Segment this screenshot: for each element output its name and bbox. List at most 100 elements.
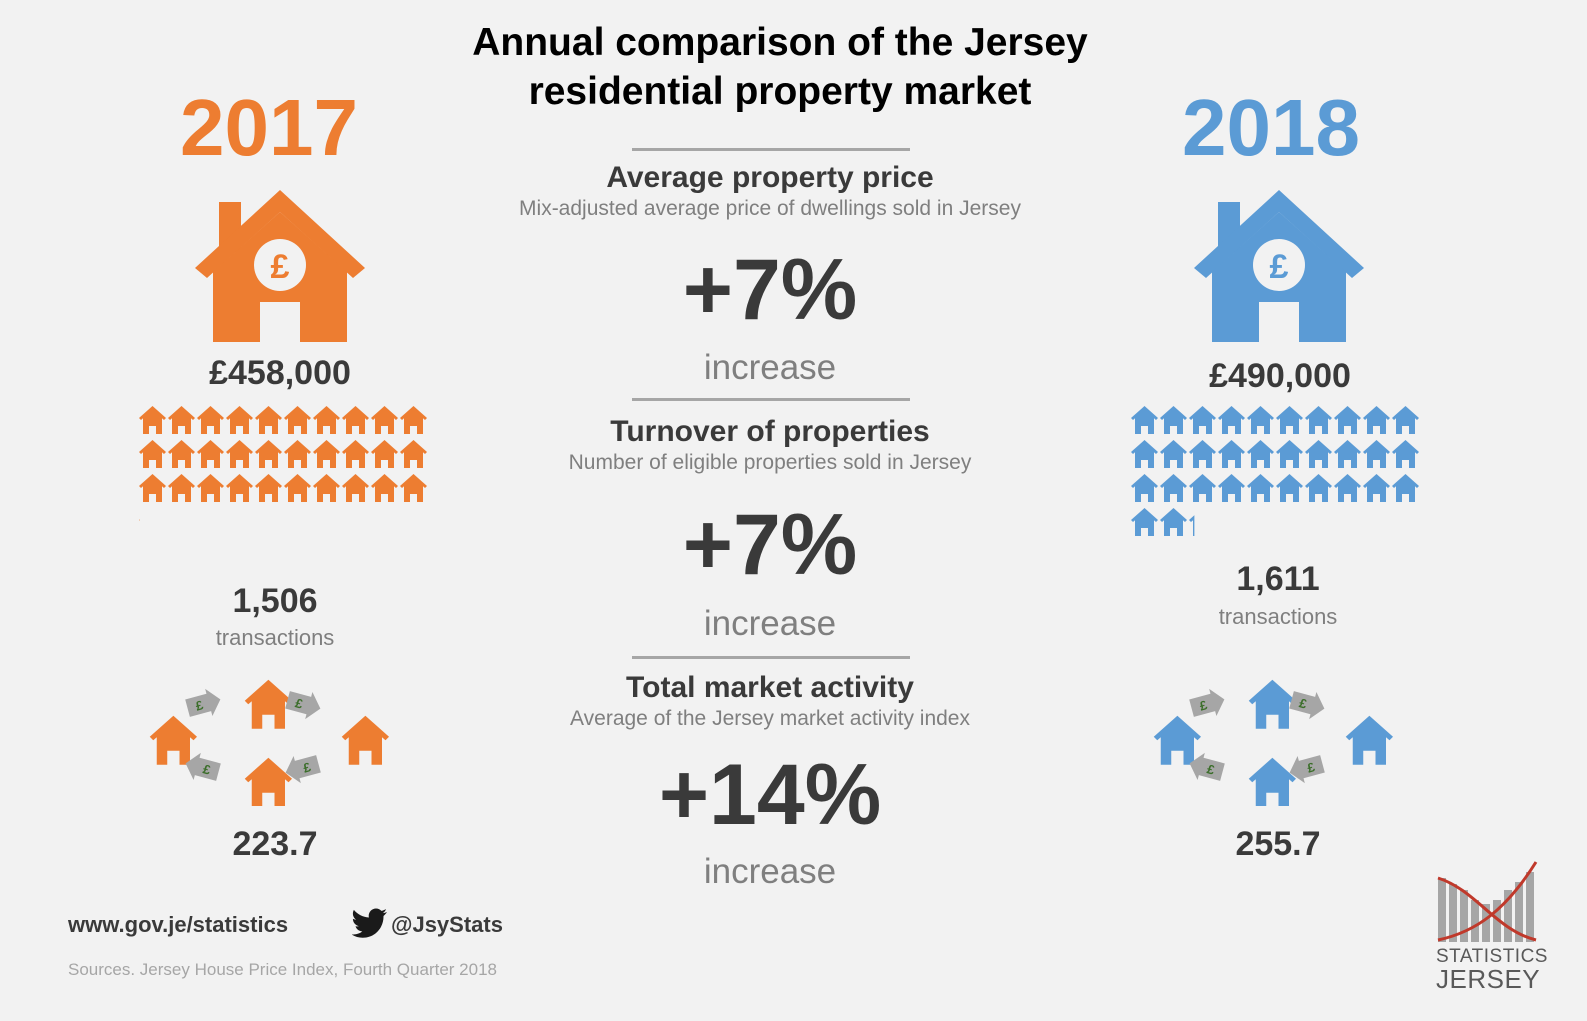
- money-arrow-icon: £: [185, 752, 221, 781]
- svg-text:£: £: [1306, 759, 1318, 776]
- small-house-icon: [1248, 679, 1296, 729]
- small-house-icon: [371, 440, 398, 468]
- small-house-icon: [284, 474, 311, 502]
- small-house-icon: [313, 406, 340, 434]
- small-house-icon: [1218, 406, 1245, 434]
- small-house-icon: [1392, 440, 1419, 468]
- section-subtitle: Mix-adjusted average price of dwellings …: [519, 197, 1021, 220]
- transactions-count-2017: 1,506: [232, 582, 318, 620]
- house-pound-icon: £: [195, 190, 365, 342]
- section-title: Total market activity: [626, 671, 914, 704]
- small-house-icon: [400, 440, 427, 468]
- small-house-icon: [168, 406, 195, 434]
- small-house-icon: [139, 406, 166, 434]
- small-house-icon: [244, 679, 292, 729]
- money-arrow-icon: £: [1189, 752, 1225, 781]
- svg-text:£: £: [194, 697, 206, 714]
- small-house-icon: [1160, 406, 1187, 434]
- section-subtitle: Average of the Jersey market activity in…: [570, 707, 970, 730]
- small-house-icon: [1345, 715, 1393, 765]
- money-arrow-icon: £: [1289, 691, 1325, 720]
- small-house-icon: [1131, 406, 1158, 434]
- small-house-icon: [400, 406, 427, 434]
- activity-value-2017: 223.7: [232, 825, 318, 863]
- svg-text:£: £: [302, 759, 314, 776]
- small-house-icon: [168, 440, 195, 468]
- title-line-2: residential property market: [528, 70, 1032, 113]
- turnover-change-percent: +7%: [682, 497, 858, 593]
- logo-text-statistics: STATISTICS: [1436, 946, 1548, 967]
- sources-note: Sources. Jersey House Price Index, Fourt…: [68, 960, 497, 979]
- section-divider: [632, 398, 910, 401]
- activity-change-percent: +14%: [658, 747, 882, 843]
- small-house-icon: [1160, 474, 1187, 502]
- small-house-icon: [1247, 474, 1274, 502]
- small-house-icon: [1131, 508, 1158, 536]
- small-house-icon: [168, 474, 195, 502]
- small-house-icon: [1131, 440, 1158, 468]
- small-house-icon: [244, 757, 292, 806]
- small-house-icon: [197, 406, 224, 434]
- small-house-icon: [1247, 440, 1274, 468]
- small-house-icon: [1363, 440, 1390, 468]
- price-2017: £458,000: [209, 354, 351, 392]
- small-house-icon: [149, 715, 197, 765]
- money-arrow-icon: £: [185, 688, 221, 717]
- market-activity-diagram-2018: £ £ £ £: [1153, 679, 1393, 806]
- website-link[interactable]: www.gov.je/statistics: [68, 912, 289, 937]
- small-house-icon: [1363, 406, 1390, 434]
- small-house-icon: [226, 440, 253, 468]
- small-house-icon: [1189, 406, 1216, 434]
- section-average-price: Average property price Mix-adjusted aver…: [420, 160, 1120, 222]
- small-house-icon: [1334, 474, 1361, 502]
- small-house-icon: [1248, 757, 1296, 806]
- section-divider: [632, 656, 910, 659]
- twitter-handle-link[interactable]: @JsyStats: [391, 912, 503, 937]
- small-house-icon: [1153, 715, 1201, 765]
- partial-house-icon: [1189, 515, 1195, 536]
- small-house-icon: [342, 474, 369, 502]
- small-house-icon: [1189, 474, 1216, 502]
- small-house-icon: [1276, 440, 1303, 468]
- transactions-count-2018: 1,611: [1236, 560, 1320, 598]
- small-house-icon: [1131, 474, 1158, 502]
- small-house-icon: [341, 715, 389, 765]
- statistics-jersey-logo: STATISTICS JERSEY: [1436, 860, 1548, 992]
- section-market-activity: Total market activity Average of the Jer…: [420, 670, 1120, 732]
- small-house-icon: [1363, 474, 1390, 502]
- small-house-icon: [1160, 440, 1187, 468]
- small-house-icon: [342, 406, 369, 434]
- small-house-icon: [284, 406, 311, 434]
- small-house-icon: [313, 440, 340, 468]
- small-house-icon: [1334, 440, 1361, 468]
- small-house-icon: [313, 474, 340, 502]
- svg-text:£: £: [1198, 697, 1210, 714]
- svg-text:£: £: [1270, 248, 1289, 286]
- section-turnover: Turnover of properties Number of eligibl…: [420, 414, 1120, 476]
- section-subtitle: Number of eligible properties sold in Je…: [568, 451, 972, 474]
- money-arrow-icon: £: [285, 755, 321, 784]
- section-title: Turnover of properties: [610, 415, 930, 448]
- price-change-percent: +7%: [682, 242, 858, 338]
- small-house-icon: [371, 474, 398, 502]
- year-2018-heading: 2018: [1182, 83, 1360, 172]
- svg-text:£: £: [1298, 695, 1310, 712]
- title-line-1: Annual comparison of the Jersey: [472, 21, 1088, 64]
- house-pound-icon: £: [1194, 190, 1364, 342]
- svg-text:£: £: [294, 695, 306, 712]
- section-title: Average property price: [606, 161, 934, 194]
- small-house-icon: [1305, 474, 1332, 502]
- small-house-icon: [1392, 406, 1419, 434]
- small-house-icon: [255, 474, 282, 502]
- money-arrow-icon: £: [1289, 755, 1325, 784]
- small-house-icon: [226, 406, 253, 434]
- small-house-icon: [1305, 406, 1332, 434]
- small-house-icon: [1218, 440, 1245, 468]
- money-arrow-icon: £: [285, 691, 321, 720]
- small-house-icon: [284, 440, 311, 468]
- page-title: Annual comparison of the Jersey resident…: [300, 18, 1260, 116]
- small-house-icon: [400, 474, 427, 502]
- year-2017-heading: 2017: [180, 83, 358, 172]
- turnover-change-label: increase: [703, 604, 837, 643]
- small-house-icon: [139, 440, 166, 468]
